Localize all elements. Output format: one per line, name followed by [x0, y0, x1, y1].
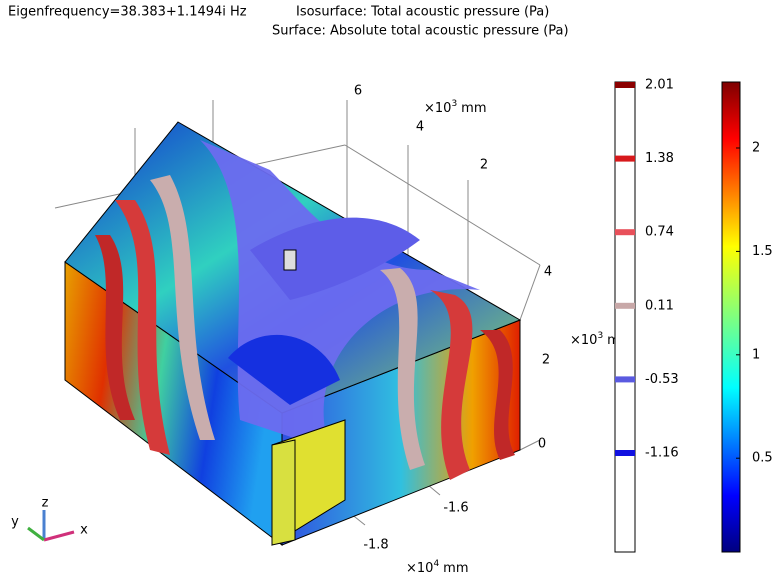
axis-tick-label: 4 — [416, 120, 424, 135]
isosurface-title: Isosurface: Total acoustic pressure (Pa) — [296, 5, 549, 20]
surface-title: Surface: Absolute total acoustic pressur… — [272, 24, 569, 39]
legend-label: -0.53 — [645, 372, 679, 387]
axis-tick-label: -1.8 — [363, 538, 388, 553]
legend-swatch — [615, 376, 635, 382]
legend-swatch — [615, 82, 635, 88]
axis-triad: z x y — [11, 496, 88, 541]
legend-label: 0.11 — [645, 298, 674, 313]
isosurface-legend-bar — [615, 82, 635, 552]
unit-name: mm — [443, 561, 468, 576]
legend-swatch — [615, 450, 635, 456]
colorbar-tick-label: 1.5 — [752, 244, 773, 259]
unit-exp: 3 — [597, 331, 603, 341]
unit-exp: 4 — [433, 559, 439, 569]
axis-tick-label: 4 — [544, 265, 552, 280]
axis-tick-label: 2 — [542, 353, 550, 368]
legend-label: 2.01 — [645, 78, 674, 93]
eigenfrequency: Eigenfrequency=38.383+1.1494i Hz — [8, 5, 247, 20]
colorbar-tick-label: 1 — [752, 347, 760, 362]
triad-label: x — [80, 523, 88, 538]
axis-tick-label: 2 — [480, 158, 488, 173]
screen: 6 4 2 ×103mm 4 2 0 ×103mm -1.6 -1.8 ×104… — [0, 0, 774, 578]
unit-exp: 3 — [451, 99, 457, 109]
unit-base: ×10 — [424, 101, 451, 116]
triad-label: z — [42, 496, 49, 511]
axis-unit: ×104 mm — [406, 559, 469, 576]
legend-swatch — [615, 303, 635, 309]
unit-base: ×10 — [406, 561, 433, 576]
legend-label: 0.74 — [645, 225, 674, 240]
legend-label: -1.16 — [645, 446, 679, 461]
colorbar-tick-label: 2 — [752, 141, 760, 156]
axis-tick-label: 0 — [538, 437, 546, 452]
plot: 6 4 2 ×103mm 4 2 0 ×103mm -1.6 -1.8 ×104… — [0, 0, 774, 578]
legend-swatch — [615, 156, 635, 162]
house-model — [65, 122, 520, 545]
legend-swatch — [615, 229, 635, 235]
unit-name: mm — [461, 101, 486, 116]
axis-unit: ×103 mm — [424, 99, 487, 116]
axis-tick-label: -1.6 — [443, 501, 468, 516]
legend-label: 1.38 — [645, 151, 674, 166]
triad-label: y — [11, 515, 19, 530]
colorbar-tick-label: 0.5 — [752, 451, 773, 466]
axis-tick-label: 6 — [354, 84, 362, 99]
surface-colorbar — [722, 82, 740, 552]
unit-base: ×10 — [570, 333, 597, 348]
